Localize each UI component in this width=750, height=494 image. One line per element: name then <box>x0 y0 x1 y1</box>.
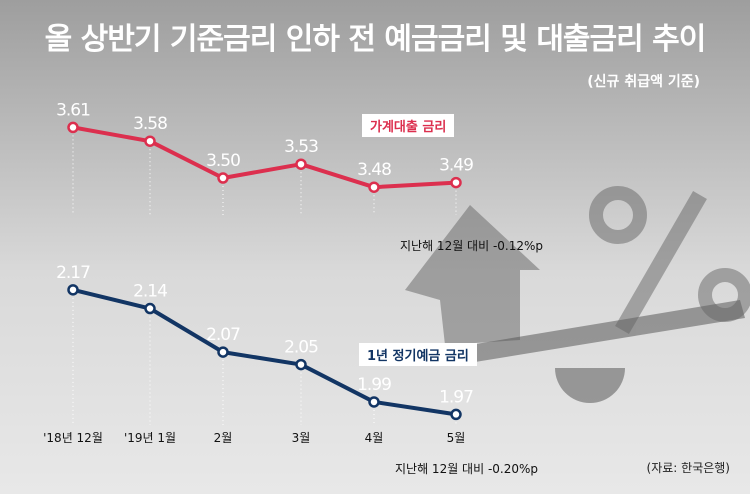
deposit-data-point <box>368 396 380 408</box>
deposit-data-point <box>450 408 462 421</box>
x-axis-tick-label: 4월 <box>365 431 384 445</box>
x-axis-tick-label: 2월 <box>214 431 233 445</box>
loan-value-label: 3.49 <box>439 156 473 176</box>
x-axis-tick-label: '18년 12월 <box>43 431 103 445</box>
deposit-value-label: 1.97 <box>439 387 473 407</box>
loan-value-label: 3.50 <box>206 151 240 171</box>
x-axis-tick-label: '19년 1월 <box>124 431 176 445</box>
loan-value-label: 3.58 <box>133 114 167 134</box>
loan-change-note: 지난해 12월 대비 -0.12%p <box>400 239 544 253</box>
deposit-data-point <box>67 284 79 296</box>
loan-data-point <box>295 158 307 170</box>
deposit-data-point <box>295 358 307 371</box>
deposit-series-line <box>72 287 457 417</box>
deposit-data-point <box>144 302 156 315</box>
x-axis-tick-label: 5월 <box>447 431 466 445</box>
loan-data-point <box>450 176 462 189</box>
deposit-value-label: 2.17 <box>56 263 90 283</box>
house-arrow-icon <box>405 205 540 345</box>
deposit-value-label: 2.14 <box>133 282 167 302</box>
loan-data-point <box>217 172 229 184</box>
deposit-series-label: 1년 정기예금 금리 <box>359 343 477 366</box>
page-subtitle: (신규 취급액 기준) <box>587 74 700 90</box>
scale-icon <box>470 300 745 403</box>
percent-icon <box>589 186 750 335</box>
deposit-value-label: 1.99 <box>357 375 391 395</box>
page-title: 올 상반기 기준금리 인하 전 예금금리 및 대출금리 추이 <box>44 22 707 57</box>
loan-data-point <box>368 181 380 193</box>
loan-series-line <box>72 125 457 190</box>
deposit-value-label: 2.07 <box>206 325 240 345</box>
loan-data-point <box>144 135 156 147</box>
loan-series-label: 가계대출 금리 <box>362 114 455 137</box>
deposit-value-label: 2.05 <box>284 338 318 358</box>
loan-value-label: 3.53 <box>284 137 318 157</box>
loan-value-label: 3.61 <box>56 100 90 120</box>
deposit-data-point <box>217 346 229 358</box>
loan-data-point <box>67 121 79 134</box>
source-note: (자료: 한국은행) <box>646 461 730 475</box>
loan-value-label: 3.48 <box>357 160 391 180</box>
x-axis-tick-label: 3월 <box>292 431 311 445</box>
deposit-change-note: 지난해 12월 대비 -0.20%p <box>395 462 539 476</box>
